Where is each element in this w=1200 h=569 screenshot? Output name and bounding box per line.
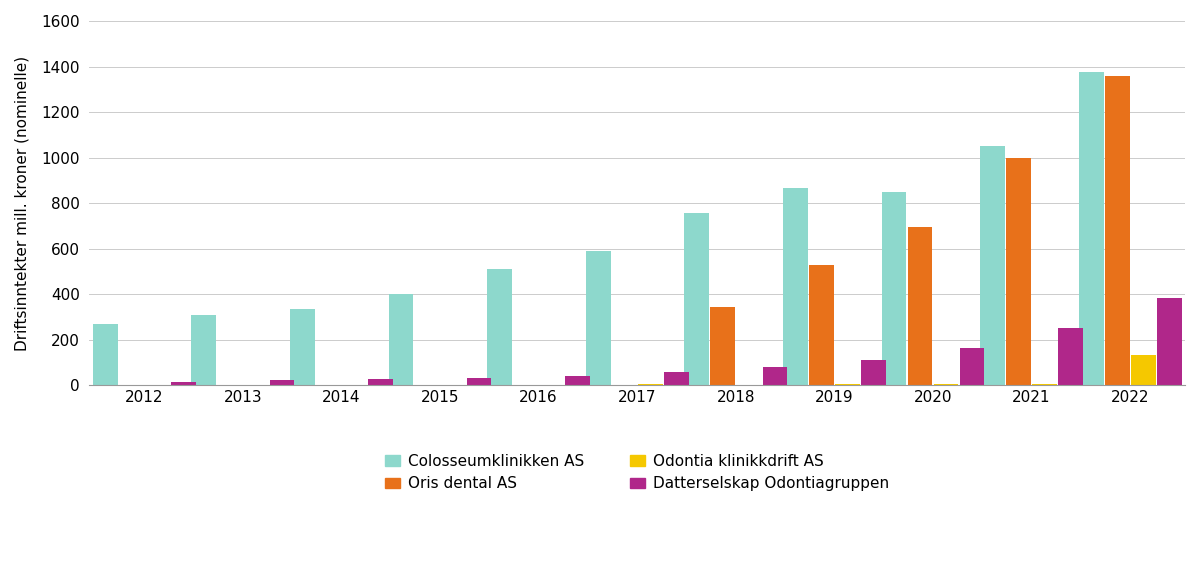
Bar bbox=[784, 188, 808, 385]
Bar bbox=[809, 265, 834, 385]
Bar bbox=[487, 269, 512, 385]
Bar bbox=[882, 192, 906, 385]
Bar bbox=[389, 294, 413, 385]
Bar bbox=[1032, 384, 1057, 385]
Bar bbox=[762, 367, 787, 385]
Bar bbox=[586, 251, 611, 385]
Bar bbox=[565, 376, 590, 385]
Bar bbox=[638, 384, 662, 385]
Bar bbox=[1058, 328, 1082, 385]
Bar bbox=[934, 384, 959, 385]
Bar bbox=[710, 307, 736, 385]
Bar bbox=[684, 213, 709, 385]
Bar bbox=[960, 348, 984, 385]
Bar bbox=[192, 315, 216, 385]
Bar bbox=[92, 324, 118, 385]
Bar bbox=[170, 382, 196, 385]
Bar bbox=[907, 227, 932, 385]
Bar bbox=[1079, 72, 1104, 385]
Bar bbox=[664, 372, 689, 385]
Bar bbox=[835, 384, 859, 385]
Bar bbox=[1130, 354, 1156, 385]
Legend: Colosseumklinikken AS, Oris dental AS, Odontia klinikkdrift AS, Datterselskap Od: Colosseumklinikken AS, Oris dental AS, O… bbox=[379, 448, 895, 497]
Bar bbox=[467, 378, 491, 385]
Bar bbox=[270, 380, 294, 385]
Bar bbox=[368, 380, 392, 385]
Bar bbox=[290, 309, 314, 385]
Bar bbox=[1105, 76, 1129, 385]
Bar bbox=[1007, 158, 1031, 385]
Bar bbox=[862, 360, 886, 385]
Bar bbox=[1157, 298, 1182, 385]
Bar bbox=[980, 146, 1004, 385]
Y-axis label: Driftsinntekter mill. kroner (nominelle): Driftsinntekter mill. kroner (nominelle) bbox=[14, 56, 30, 351]
